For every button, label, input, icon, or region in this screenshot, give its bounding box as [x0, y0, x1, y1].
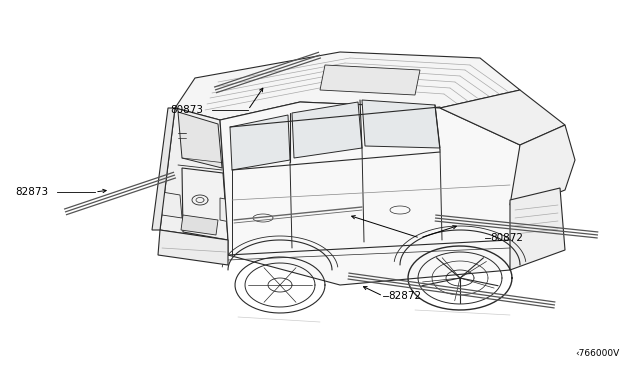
- Polygon shape: [178, 112, 222, 168]
- Polygon shape: [182, 168, 228, 240]
- Polygon shape: [362, 100, 440, 148]
- Polygon shape: [440, 90, 565, 145]
- Text: ‹766000V: ‹766000V: [576, 349, 620, 358]
- Text: 82873: 82873: [15, 187, 48, 197]
- Text: 80873: 80873: [170, 105, 203, 115]
- Polygon shape: [220, 102, 520, 285]
- Polygon shape: [152, 108, 175, 230]
- Polygon shape: [230, 115, 290, 170]
- Polygon shape: [160, 108, 228, 240]
- Polygon shape: [510, 125, 575, 205]
- Polygon shape: [220, 198, 230, 222]
- Polygon shape: [175, 52, 520, 120]
- Polygon shape: [320, 65, 420, 95]
- Polygon shape: [292, 102, 362, 158]
- Polygon shape: [510, 188, 565, 270]
- Polygon shape: [162, 192, 182, 218]
- Polygon shape: [158, 230, 228, 265]
- Text: 82872: 82872: [388, 291, 421, 301]
- Polygon shape: [181, 215, 218, 235]
- Text: 80872: 80872: [490, 233, 523, 243]
